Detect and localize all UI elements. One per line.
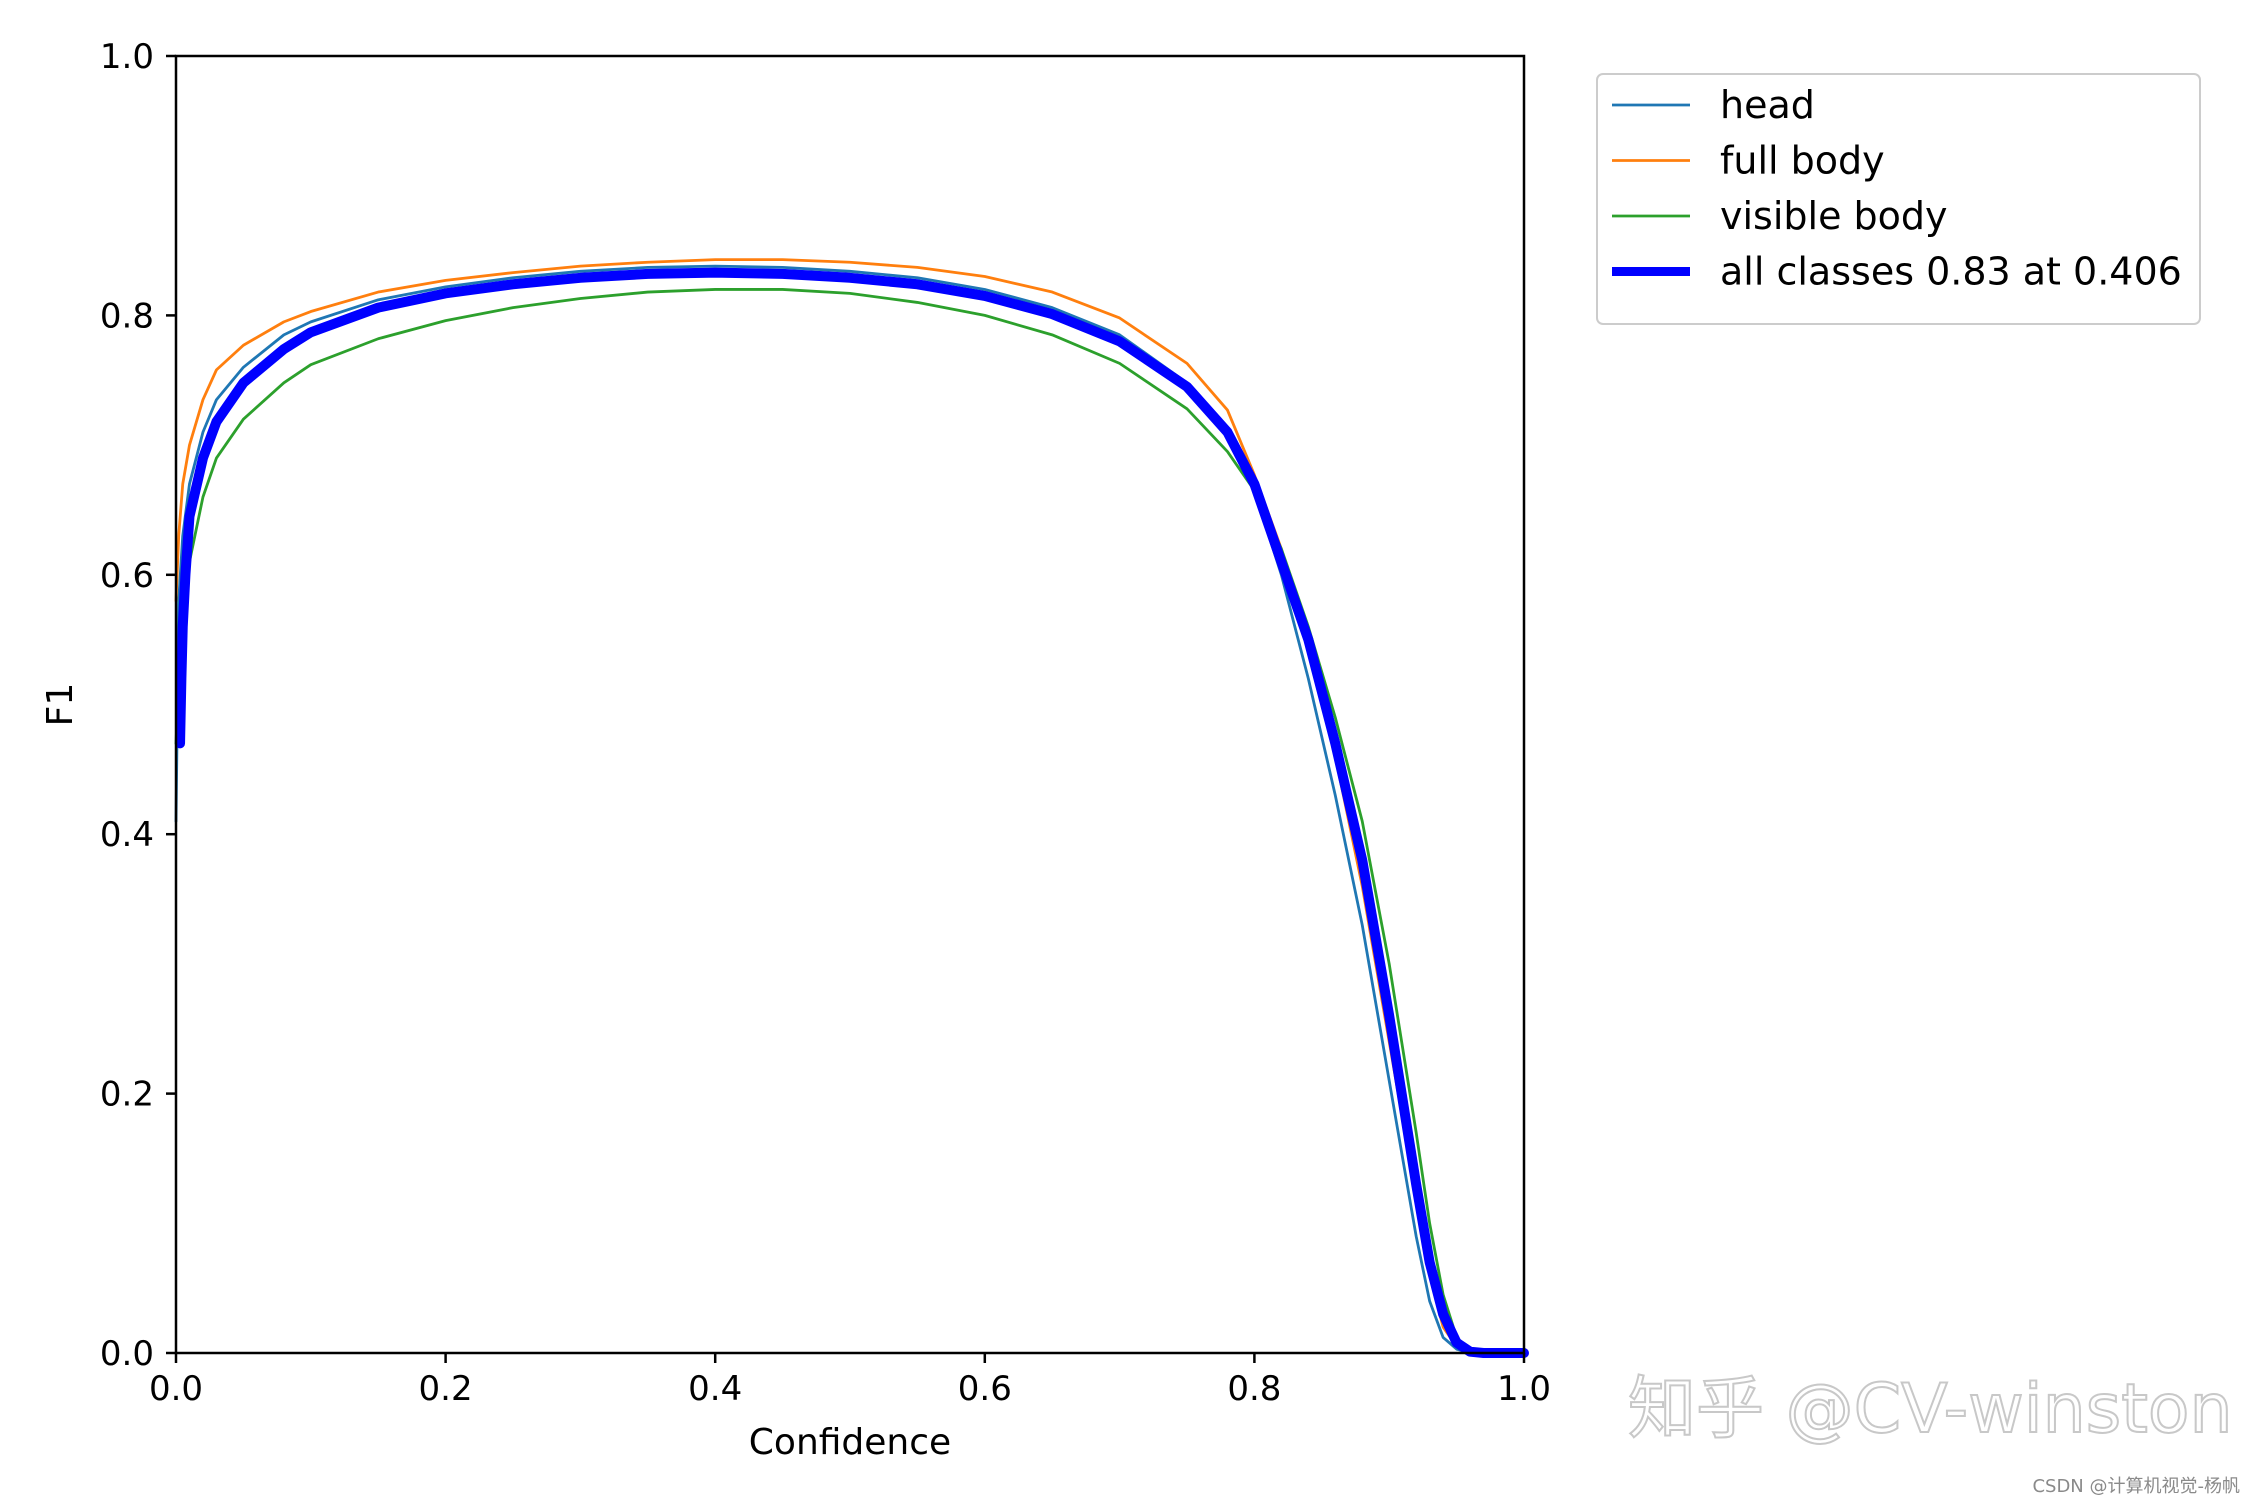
series-line-3 bbox=[174, 288, 1526, 1355]
y-tick-label: 0.6 bbox=[100, 556, 154, 596]
series-line-1 bbox=[174, 264, 1526, 1355]
plot-frame bbox=[174, 54, 1526, 1355]
watermark-small: CSDN @计算机视觉-杨帆 bbox=[2032, 1476, 2240, 1497]
legend-label-1: head bbox=[1720, 83, 1815, 127]
y-tick-label: 0.0 bbox=[100, 1334, 154, 1374]
y-tick-label: 0.4 bbox=[100, 815, 154, 855]
x-tick-label: 0.6 bbox=[958, 1369, 1012, 1409]
x-tick-label: 0.0 bbox=[149, 1369, 203, 1409]
x-tick-label: 0.8 bbox=[1227, 1369, 1281, 1409]
x-tick-label: 1.0 bbox=[1497, 1369, 1551, 1409]
legend-box bbox=[1596, 73, 2201, 325]
curves-group bbox=[174, 258, 1529, 1358]
x-tick-label: 0.2 bbox=[419, 1369, 473, 1409]
y-tick-label: 0.8 bbox=[100, 296, 154, 336]
y-tick-label: 1.0 bbox=[100, 37, 154, 77]
x-axis-title: Confidence bbox=[749, 1422, 951, 1463]
legend: head full body visible body all classes 0.8… bbox=[1596, 73, 2201, 325]
y-tick-label: 0.2 bbox=[100, 1075, 154, 1115]
legend-label-3: visible body bbox=[1720, 194, 1948, 238]
legend-label-2: full body bbox=[1720, 139, 1885, 183]
x-tick-label: 0.4 bbox=[688, 1369, 742, 1409]
legend-label-4: all classes 0.83 at 0.406 bbox=[1720, 250, 2182, 294]
ticks-group: 0.0 0.2 0.4 0.6 0.8 1.0 0.0 0.2 0.4 0.6 0.8 1.0 bbox=[100, 37, 1551, 1409]
series-line-4 bbox=[175, 267, 1529, 1358]
y-axis-title: F1 bbox=[40, 683, 81, 727]
watermark-main: 知乎 @CV-winston bbox=[1628, 1370, 2233, 1449]
